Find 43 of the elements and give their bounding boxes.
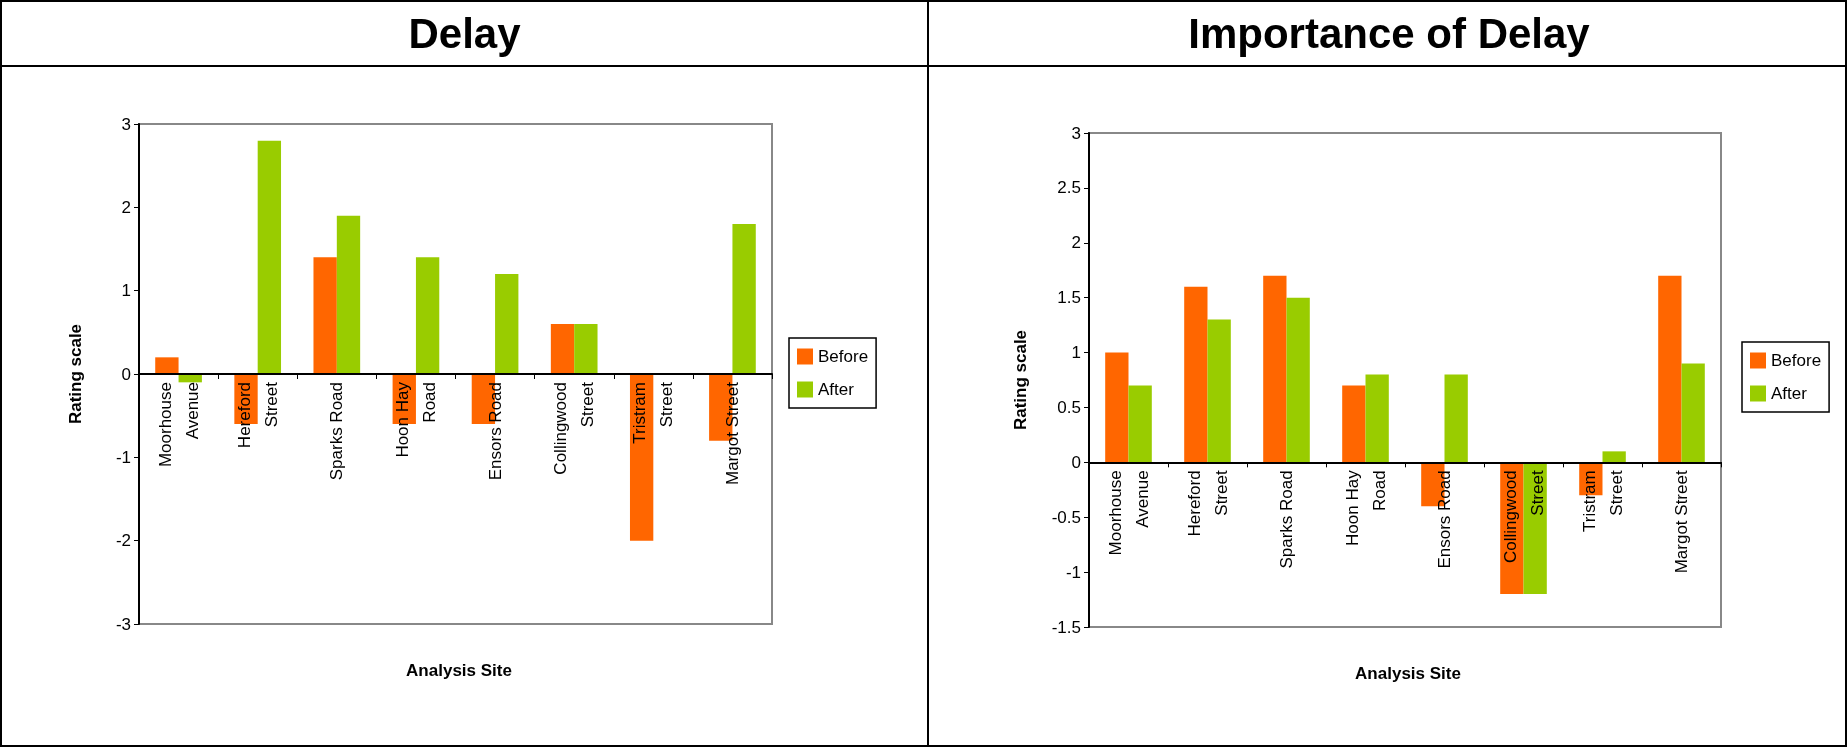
legend-label: After: [818, 380, 855, 399]
y-axis-title: Rating scale: [1011, 329, 1030, 431]
x-tick-label: Tristram Street: [630, 381, 677, 444]
chart-title: Delay: [2, 2, 927, 67]
y-tick-label: -1: [1065, 562, 1081, 582]
y-tick-label: -1.5: [1051, 617, 1081, 637]
x-axis-title: Analysis Site: [1355, 664, 1461, 683]
y-tick-label: -3: [115, 614, 131, 634]
x-tick-label: Collingwood Street: [551, 381, 598, 475]
y-tick-label: 0: [1071, 452, 1081, 472]
y-tick-label: 0: [121, 364, 131, 384]
legend-label: After: [1771, 384, 1808, 403]
y-tick-label: 2: [1071, 233, 1081, 253]
x-axis-title: Analysis Site: [406, 661, 512, 680]
y-tick-label: -1: [115, 447, 131, 467]
y-tick-label: 3: [121, 114, 131, 134]
chart-title: Importance of Delay: [929, 2, 1847, 67]
x-tick-label: Margot Street: [722, 381, 742, 485]
legend-label: Before: [818, 347, 869, 366]
y-tick-label: 3: [1071, 123, 1081, 143]
legend-label: Before: [1771, 351, 1822, 370]
x-tick-label: Hoon Hay Road: [1342, 469, 1389, 546]
y-tick-label: 1: [121, 281, 131, 301]
x-tick-label: Collingwood Street: [1500, 470, 1547, 563]
y-tick-label: 1: [1071, 343, 1081, 363]
x-tick-label: Sparks Road: [327, 382, 347, 481]
x-tick-label: Ensors Road: [485, 382, 505, 481]
x-tick-label: Tristram Street: [1579, 470, 1626, 533]
x-tick-label: Margot Street: [1672, 470, 1691, 574]
y-axis-title: Rating scale: [66, 323, 85, 425]
x-tick-label: Ensors Road: [1435, 470, 1454, 569]
x-tick-label: Hoon Hay Road: [392, 381, 439, 458]
y-tick-label: -0.5: [1051, 507, 1081, 527]
y-tick-label: 2: [121, 197, 131, 217]
y-tick-label: 0.5: [1057, 397, 1081, 417]
y-tick-label: 2.5: [1057, 178, 1081, 198]
y-tick-label: 1.5: [1057, 288, 1081, 308]
x-tick-label: Hereford Street: [234, 381, 281, 449]
x-tick-label: Moorhouse Avenue: [1105, 470, 1152, 556]
x-tick-label: Moorhouse Avenue: [155, 382, 202, 468]
y-tick-label: -2: [115, 531, 131, 551]
x-tick-label: Hereford Street: [1184, 470, 1231, 537]
x-tick-label: Sparks Road: [1277, 470, 1296, 569]
